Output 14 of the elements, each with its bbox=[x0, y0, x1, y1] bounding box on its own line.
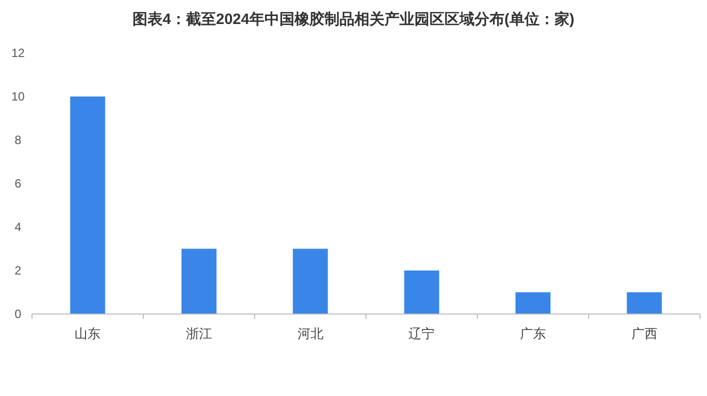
y-tick-label: 2 bbox=[14, 264, 22, 278]
x-tick-label: 山东 bbox=[74, 326, 101, 341]
y-tick-label: 12 bbox=[11, 46, 25, 60]
x-tick-label: 广西 bbox=[631, 326, 658, 341]
title: 图表4：截至2024年中国橡胶制品相关产业园区区域分布(单位：家) bbox=[132, 11, 574, 28]
x-tick-label: 辽宁 bbox=[408, 326, 435, 341]
y-tick-label: 6 bbox=[14, 176, 22, 190]
y-tick-label: 8 bbox=[14, 133, 22, 147]
y-tick-label: 10 bbox=[11, 90, 25, 104]
x-tick-label: 广东 bbox=[520, 326, 546, 341]
y-tick-label: 4 bbox=[14, 220, 22, 234]
y-tick-label: 0 bbox=[14, 307, 22, 321]
x-tick-label: 浙江 bbox=[186, 326, 212, 341]
x-tick-label: 河北 bbox=[297, 326, 324, 341]
